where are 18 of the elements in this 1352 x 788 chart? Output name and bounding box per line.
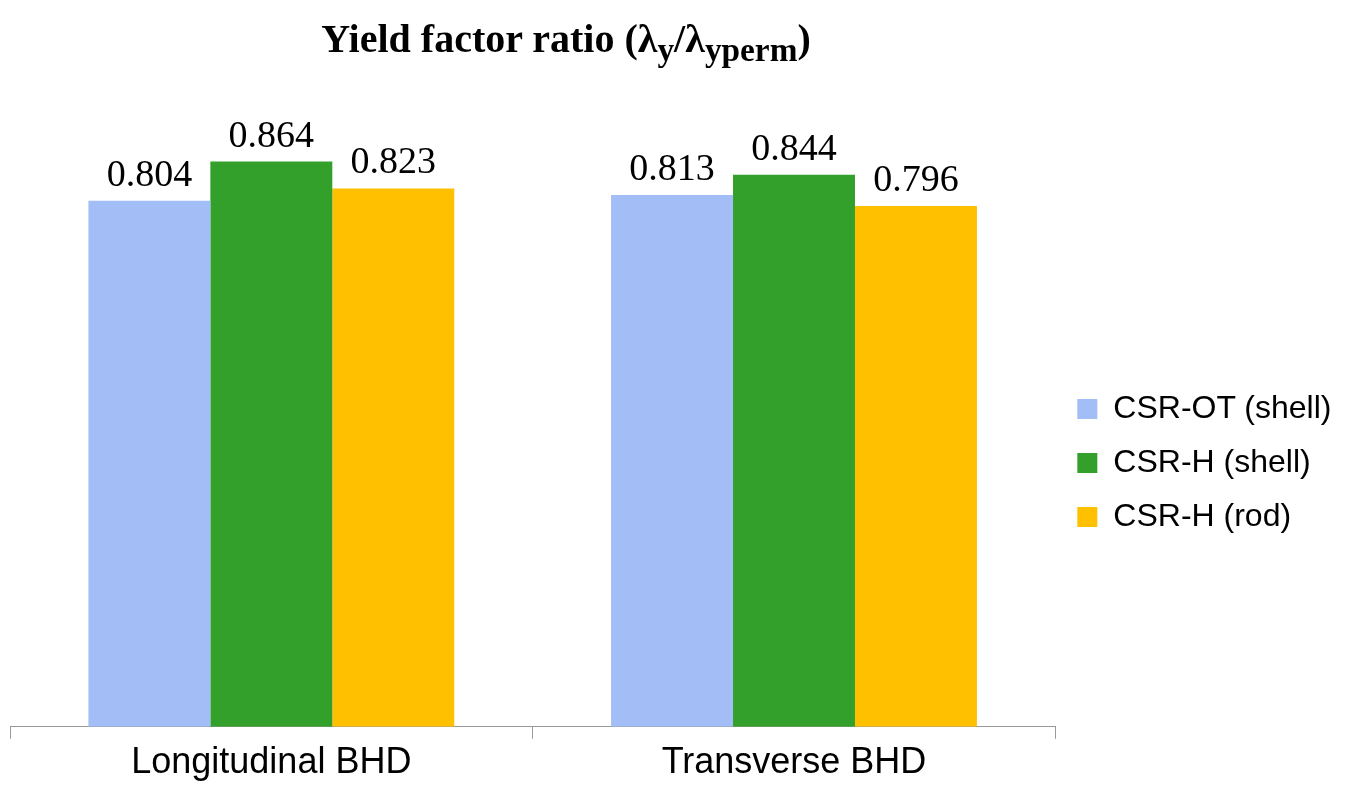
data-label: 0.844 [751, 125, 837, 168]
bar [88, 200, 211, 727]
data-label: 0.804 [106, 151, 193, 194]
chart-title: Yield factor ratio (λ$_{y}$/λ$_{yperm}$) [320, 15, 812, 70]
legend-label: CSR-OT (shell) [1113, 388, 1332, 425]
x-tick-label: Transverse BHD [661, 740, 927, 782]
bar [210, 161, 333, 727]
bar [332, 188, 455, 727]
x-tick-label: Longitudinal BHD [131, 740, 412, 782]
legend-label: CSR-H (shell) [1113, 442, 1311, 479]
legend-label: CSR-H (rod) [1113, 496, 1292, 533]
bar [733, 174, 855, 727]
data-label: 0.796 [873, 157, 959, 200]
data-label: 0.823 [350, 139, 437, 182]
data-label: 0.864 [228, 112, 315, 155]
data-label: 0.813 [629, 145, 715, 188]
bar [611, 194, 734, 727]
bar [854, 206, 977, 727]
